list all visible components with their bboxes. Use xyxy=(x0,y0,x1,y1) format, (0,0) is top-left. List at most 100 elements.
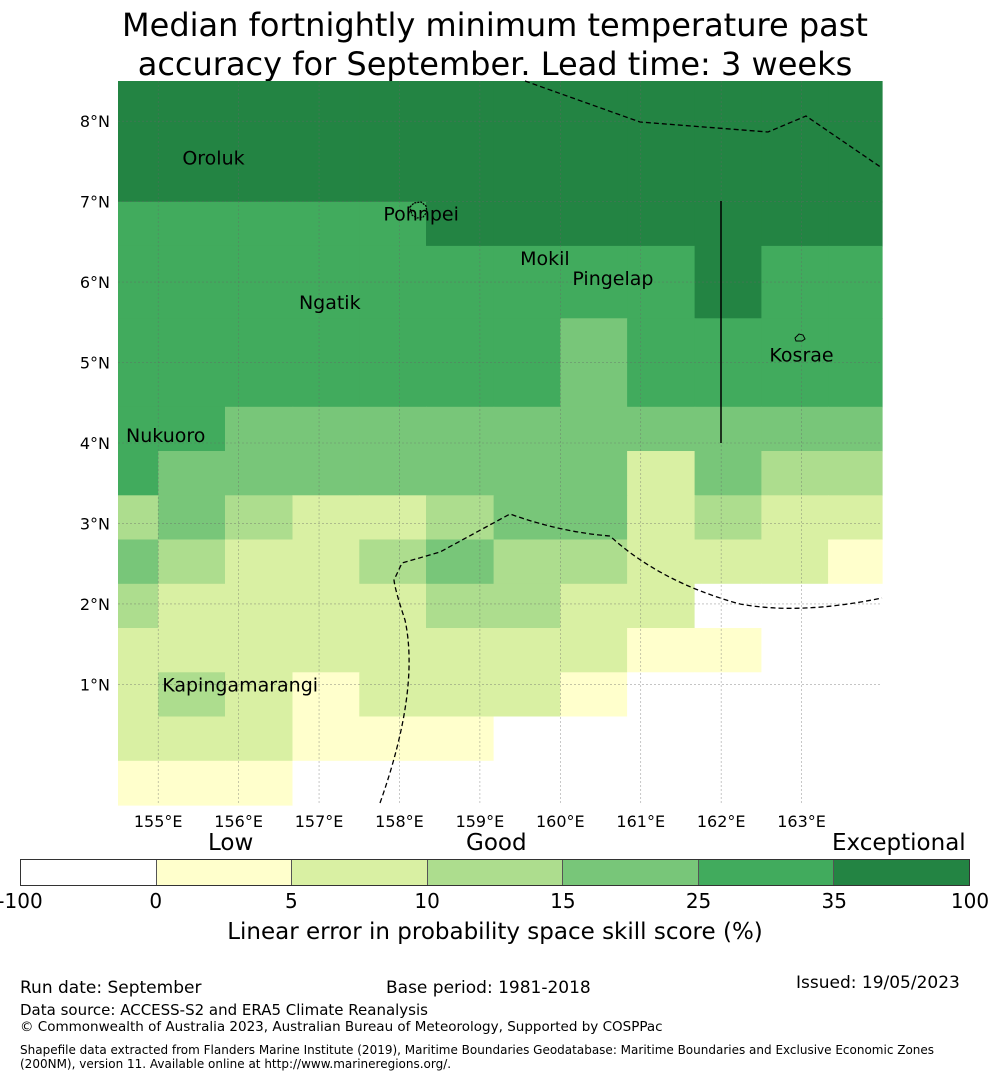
skill-cell xyxy=(426,760,495,806)
skill-cell xyxy=(828,672,883,718)
colorbar-swatch xyxy=(427,860,564,885)
shapefile-credit-line-2: (200NM), version 11. Available online at… xyxy=(20,1057,452,1071)
skill-cell xyxy=(493,539,561,585)
place-label: Ngatik xyxy=(299,292,361,314)
skill-cell xyxy=(292,672,360,718)
skill-cell xyxy=(292,451,360,496)
skill-cell xyxy=(493,201,561,247)
skill-cell xyxy=(225,539,294,585)
skill-cell xyxy=(560,583,628,629)
skill-cell xyxy=(359,539,427,585)
skill-cell xyxy=(828,760,883,806)
kosrae-island-outline xyxy=(794,333,806,342)
colorbar xyxy=(20,859,970,886)
skill-cell xyxy=(694,628,762,673)
skill-cell xyxy=(560,81,628,203)
colorbar-tick-label: 5 xyxy=(285,889,298,913)
skill-cell xyxy=(627,451,696,496)
eez-boundary-south xyxy=(379,513,883,804)
category-low: Low xyxy=(208,830,254,856)
lat-tick-label: 2°N xyxy=(80,595,110,614)
lat-tick-label: 6°N xyxy=(80,273,110,292)
skill-cell xyxy=(828,716,883,762)
lat-tick-label: 5°N xyxy=(80,354,110,373)
skill-cell xyxy=(292,760,360,806)
skill-cell xyxy=(359,760,427,806)
skill-cell xyxy=(426,451,495,496)
lon-tick-label: 159°E xyxy=(456,812,505,831)
skill-cell xyxy=(627,539,696,585)
skill-cell xyxy=(828,451,883,496)
skill-cell xyxy=(694,201,762,247)
skill-cell xyxy=(359,201,427,247)
skill-cell xyxy=(359,583,427,629)
skill-cell xyxy=(292,201,360,247)
skill-cell xyxy=(560,760,628,806)
colorbar-swatch xyxy=(292,860,428,885)
axis-tick-labels: 155°E 156°E 157°E 158°E 159°E 160°E 161°E 162°E… xyxy=(80,112,826,831)
lon-tick-label: 158°E xyxy=(375,812,424,831)
skill-cell xyxy=(627,628,696,673)
skill-cell xyxy=(493,406,561,452)
run-date: Run date: September xyxy=(20,978,202,998)
skill-cell xyxy=(828,628,883,673)
skill-cell xyxy=(158,716,226,762)
skill-cell xyxy=(118,201,159,247)
skill-cell xyxy=(359,716,427,762)
skill-cell xyxy=(694,406,762,452)
skill-cell xyxy=(426,406,495,452)
skill-cell xyxy=(158,406,226,452)
skill-cell xyxy=(359,451,427,496)
data-source: Data source: ACCESS-S2 and ERA5 Climate … xyxy=(20,1001,428,1019)
skill-cell xyxy=(426,672,495,718)
lon-tick-label: 162°E xyxy=(697,812,746,831)
skill-cell xyxy=(426,583,495,629)
skill-cell xyxy=(761,583,829,629)
skill-cell xyxy=(118,760,159,806)
skill-cell xyxy=(158,583,226,629)
skill-cell xyxy=(828,495,883,541)
lat-tick-label: 7°N xyxy=(80,193,110,212)
skill-cell xyxy=(694,716,762,762)
colorbar-swatch xyxy=(156,860,293,885)
map-title: Median fortnightly minimum temperature p… xyxy=(0,6,990,84)
skill-cell xyxy=(828,583,883,629)
skill-cell xyxy=(627,583,696,629)
place-label: Mokil xyxy=(520,248,570,270)
lon-tick-label: 157°E xyxy=(295,812,344,831)
place-label: Pohnpei xyxy=(383,204,459,226)
skill-cell xyxy=(225,81,294,203)
title-line-2: accuracy for September. Lead time: 3 wee… xyxy=(137,45,853,83)
skill-cell xyxy=(426,716,495,762)
skill-cell xyxy=(761,716,829,762)
skill-cell xyxy=(292,583,360,629)
colorbar-tick-label: 0 xyxy=(149,889,163,913)
skill-cell xyxy=(118,583,159,629)
colorbar-swatch xyxy=(563,860,699,885)
skill-cell xyxy=(118,672,159,718)
lat-tick-label: 4°N xyxy=(80,434,110,453)
skill-cell xyxy=(158,760,226,806)
pohnpei-island-outline xyxy=(409,201,428,219)
skill-cell xyxy=(627,672,696,718)
skill-cell xyxy=(158,201,226,247)
skill-cell xyxy=(694,451,762,496)
skill-cell xyxy=(828,201,883,247)
skill-cell xyxy=(761,628,829,673)
shapefile-credit-line-1: Shapefile data extracted from Flanders M… xyxy=(20,1043,935,1057)
skill-cell xyxy=(359,406,427,452)
skill-cell xyxy=(158,539,226,585)
skill-cell xyxy=(560,716,628,762)
skill-cell xyxy=(118,628,159,673)
base-period: Base period: 1981-2018 xyxy=(386,978,591,998)
title-line-1: Median fortnightly minimum temperature p… xyxy=(122,6,868,44)
place-label: Pingelap xyxy=(572,268,653,290)
skill-cell xyxy=(225,760,294,806)
skill-cell xyxy=(158,495,226,541)
skill-grid xyxy=(118,81,883,806)
place-label: Oroluk xyxy=(182,147,244,169)
colorbar-tick-label: 25 xyxy=(685,889,712,913)
skill-cell xyxy=(627,716,696,762)
skill-cell xyxy=(493,495,561,541)
skill-cell xyxy=(493,628,561,673)
